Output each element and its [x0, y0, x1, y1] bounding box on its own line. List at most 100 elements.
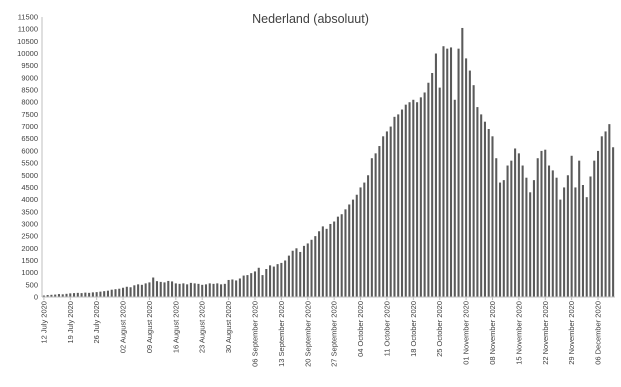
bar	[480, 114, 483, 297]
bar	[269, 265, 272, 297]
bar	[574, 187, 577, 297]
bar	[276, 264, 279, 297]
bar	[374, 153, 377, 297]
bar	[182, 283, 185, 297]
bar	[431, 73, 434, 297]
bar	[57, 294, 60, 297]
x-tick-label: 25 October 2020	[435, 301, 444, 357]
x-tick-label: 26 July 2020	[92, 301, 101, 344]
bar	[498, 182, 502, 297]
bar	[295, 248, 298, 297]
bar	[178, 283, 181, 297]
x-tick-label: 06 September 2020	[250, 301, 259, 367]
bar	[148, 282, 151, 297]
y-tick-label: 3500	[21, 207, 38, 216]
x-tick-label: 18 October 2020	[409, 301, 418, 357]
bar	[46, 295, 49, 297]
bar	[163, 282, 166, 297]
bar	[404, 104, 407, 298]
bar	[453, 99, 456, 297]
bar	[103, 291, 106, 297]
bar	[174, 283, 177, 297]
bar	[231, 279, 234, 297]
bar	[514, 148, 517, 297]
bar	[336, 216, 339, 297]
bar	[563, 187, 566, 297]
bar	[570, 155, 573, 297]
y-tick-label: 5000	[21, 171, 38, 180]
y-tick-label: 11500	[18, 13, 38, 22]
bar	[314, 236, 317, 297]
bar	[612, 147, 615, 297]
y-tick-label: 7500	[21, 110, 38, 119]
bar	[216, 283, 219, 297]
x-tick-label: 01 November 2020	[462, 301, 471, 365]
bar	[442, 46, 445, 297]
bar	[461, 27, 464, 298]
bar	[95, 292, 98, 297]
chart-title: Nederland (absoluut)	[252, 12, 369, 26]
bar	[73, 293, 76, 297]
bar	[393, 116, 396, 297]
bar	[472, 85, 475, 297]
bar	[604, 131, 607, 297]
bar	[385, 131, 388, 297]
x-tick-label: 11 October 2020	[382, 301, 391, 356]
bar	[476, 107, 479, 297]
x-tick-label: 29 November 2020	[567, 301, 576, 365]
bar	[133, 285, 136, 297]
bar	[551, 170, 554, 297]
bar	[159, 281, 162, 297]
bar	[193, 283, 196, 297]
bar	[144, 283, 147, 297]
bar	[397, 114, 400, 297]
bar	[544, 149, 547, 297]
bar	[42, 295, 45, 297]
bar	[585, 197, 588, 297]
y-tick-label: 8500	[21, 86, 38, 95]
bar	[88, 292, 91, 297]
y-tick-label: 4000	[21, 195, 38, 204]
bar	[280, 262, 283, 297]
bar	[382, 136, 385, 297]
x-tick-label: 23 August 2020	[198, 301, 207, 353]
bar	[487, 129, 490, 297]
bar	[257, 267, 260, 297]
bar	[491, 136, 494, 297]
bar	[589, 176, 592, 297]
bar	[555, 177, 558, 297]
bar	[438, 87, 441, 297]
bar	[197, 283, 200, 297]
y-tick-label: 3000	[21, 219, 38, 228]
bar	[265, 269, 268, 297]
bar	[129, 287, 132, 297]
bar	[208, 283, 211, 297]
y-axis: 0 500 1000 1500 2000 2500 3000 3500 4000 4500 5000…	[17, 13, 43, 302]
y-tick-label: 1500	[21, 256, 38, 265]
bar	[212, 283, 215, 297]
y-tick-label: 10000	[17, 49, 38, 58]
bar	[110, 289, 113, 297]
bar	[125, 286, 128, 297]
x-axis: 12 July 2020 19 July 2020 26 July 2020 02 A…	[39, 296, 615, 367]
y-tick-label: 7000	[21, 122, 38, 131]
bar	[359, 187, 362, 297]
bar	[340, 214, 343, 297]
bar	[521, 165, 524, 297]
bar	[261, 275, 264, 297]
bar	[114, 289, 117, 297]
bar	[506, 165, 509, 297]
bar	[201, 284, 204, 297]
bar	[284, 260, 287, 297]
bar	[449, 47, 453, 298]
bar	[419, 97, 422, 297]
bar	[457, 48, 460, 298]
bar	[593, 160, 596, 297]
bar	[483, 121, 486, 297]
bar	[367, 175, 370, 297]
bar	[465, 58, 468, 297]
bar	[80, 293, 83, 297]
bar	[597, 150, 600, 297]
y-tick-label: 5500	[21, 159, 38, 168]
y-tick-label: 6500	[21, 134, 38, 143]
